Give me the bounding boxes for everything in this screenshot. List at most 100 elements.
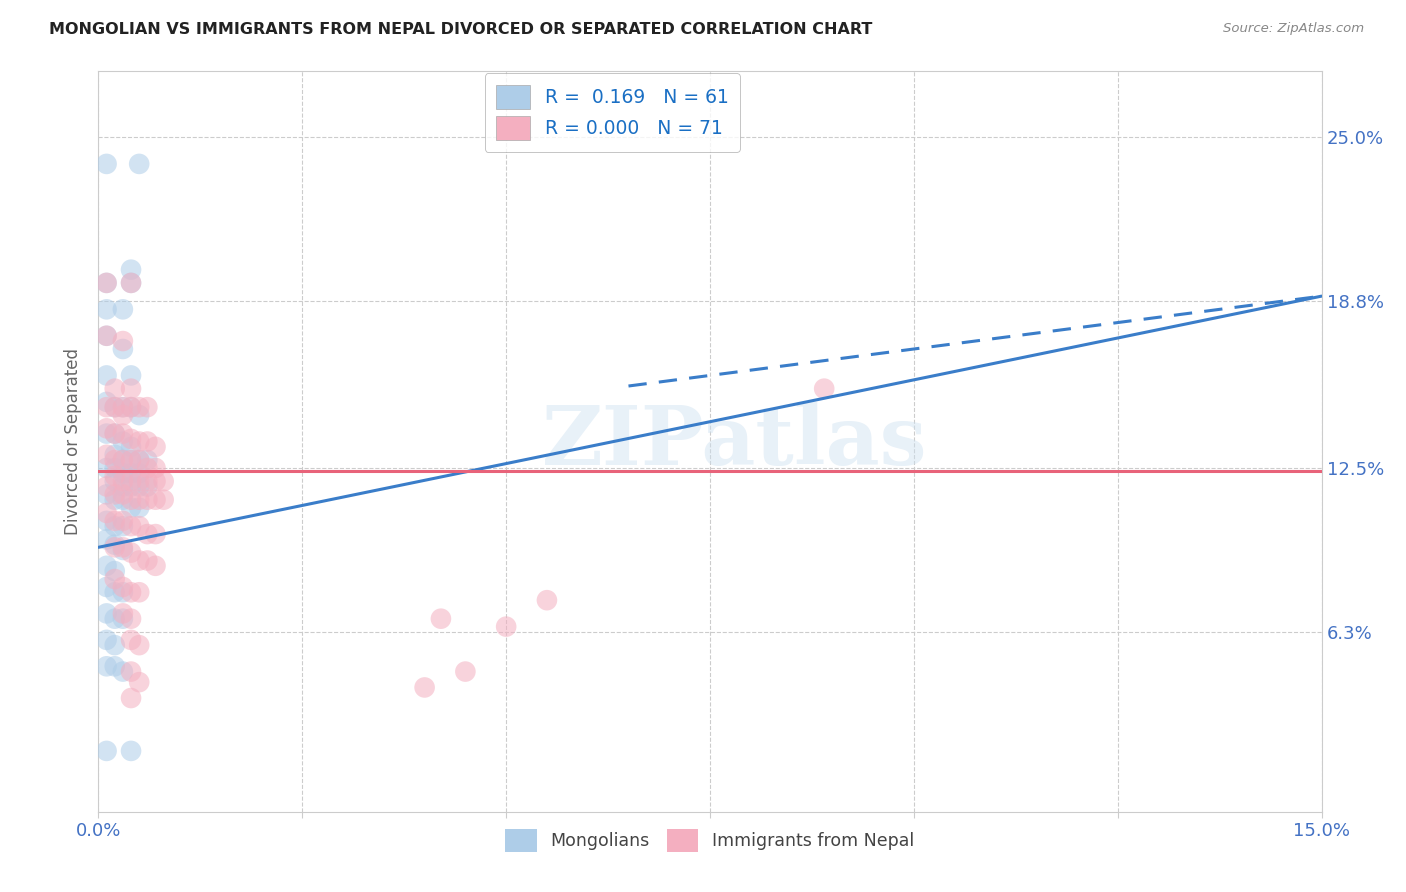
Text: ZIPatlas: ZIPatlas (541, 401, 927, 482)
Point (120, 612, 142, 626)
Point (104, 514, 127, 528)
Point (104, 426, 127, 441)
Point (136, 492, 159, 507)
Point (128, 474, 150, 488)
Point (120, 519, 142, 533)
Point (96, 659, 118, 673)
Point (128, 467, 150, 481)
Point (120, 467, 142, 481)
Y-axis label: Divorced or Separated: Divorced or Separated (65, 348, 83, 535)
Point (111, 612, 134, 626)
Point (120, 368, 142, 383)
Point (120, 382, 142, 396)
Point (145, 492, 167, 507)
Point (120, 276, 142, 290)
Point (128, 675, 150, 690)
Point (136, 461, 159, 475)
Point (136, 527, 159, 541)
Point (152, 474, 174, 488)
Text: MONGOLIAN VS IMMIGRANTS FROM NEPAL DIVORCED OR SEPARATED CORRELATION CHART: MONGOLIAN VS IMMIGRANTS FROM NEPAL DIVOR… (49, 22, 873, 37)
Point (120, 500, 142, 515)
Point (136, 474, 159, 488)
Point (104, 492, 127, 507)
Point (96, 479, 118, 493)
Point (128, 585, 150, 599)
Point (120, 453, 142, 467)
Point (104, 469, 127, 483)
Point (145, 474, 167, 488)
Point (104, 541, 127, 555)
Point (120, 400, 142, 414)
Point (96, 461, 118, 475)
Point (120, 432, 142, 446)
Point (813, 382, 835, 396)
Point (120, 744, 142, 758)
Point (111, 453, 134, 467)
Point (104, 487, 127, 501)
Point (96, 276, 118, 290)
Point (120, 665, 142, 679)
Point (111, 400, 134, 414)
Point (111, 479, 134, 493)
Point (111, 541, 134, 555)
Point (104, 638, 127, 652)
Point (120, 585, 142, 599)
Point (96, 328, 118, 343)
Point (495, 620, 517, 634)
Point (111, 543, 134, 558)
Point (104, 461, 127, 475)
Text: Source: ZipAtlas.com: Source: ZipAtlas.com (1223, 22, 1364, 36)
Point (96, 558, 118, 573)
Point (96, 368, 118, 383)
Point (128, 500, 150, 515)
Point (128, 408, 150, 422)
Point (96, 276, 118, 290)
Point (120, 632, 142, 647)
Point (128, 519, 150, 533)
Point (128, 492, 150, 507)
Point (104, 659, 127, 673)
Point (111, 467, 134, 481)
Point (120, 479, 142, 493)
Point (111, 426, 134, 441)
Point (454, 665, 477, 679)
Legend: Mongolians, Immigrants from Nepal: Mongolians, Immigrants from Nepal (499, 822, 921, 859)
Point (96, 400, 118, 414)
Point (104, 453, 127, 467)
Point (145, 527, 167, 541)
Point (111, 492, 134, 507)
Point (120, 546, 142, 560)
Point (145, 440, 167, 454)
Point (111, 514, 134, 528)
Point (111, 585, 134, 599)
Point (96, 421, 118, 435)
Point (120, 440, 142, 454)
Point (111, 607, 134, 621)
Point (96, 328, 118, 343)
Point (104, 448, 127, 462)
Point (120, 276, 142, 290)
Point (111, 400, 134, 414)
Point (136, 553, 159, 567)
Point (120, 400, 142, 414)
Point (128, 157, 150, 171)
Point (128, 453, 150, 467)
Point (111, 408, 134, 422)
Point (111, 434, 134, 449)
Point (111, 474, 134, 488)
Point (128, 553, 150, 567)
Point (120, 492, 142, 507)
Point (104, 564, 127, 578)
Point (120, 691, 142, 706)
Point (145, 558, 167, 573)
Point (96, 487, 118, 501)
Point (136, 400, 159, 414)
Point (104, 474, 127, 488)
Point (96, 448, 118, 462)
Point (111, 665, 134, 679)
Point (430, 612, 453, 626)
Point (128, 434, 150, 449)
Point (111, 519, 134, 533)
Point (96, 426, 118, 441)
Point (128, 638, 150, 652)
